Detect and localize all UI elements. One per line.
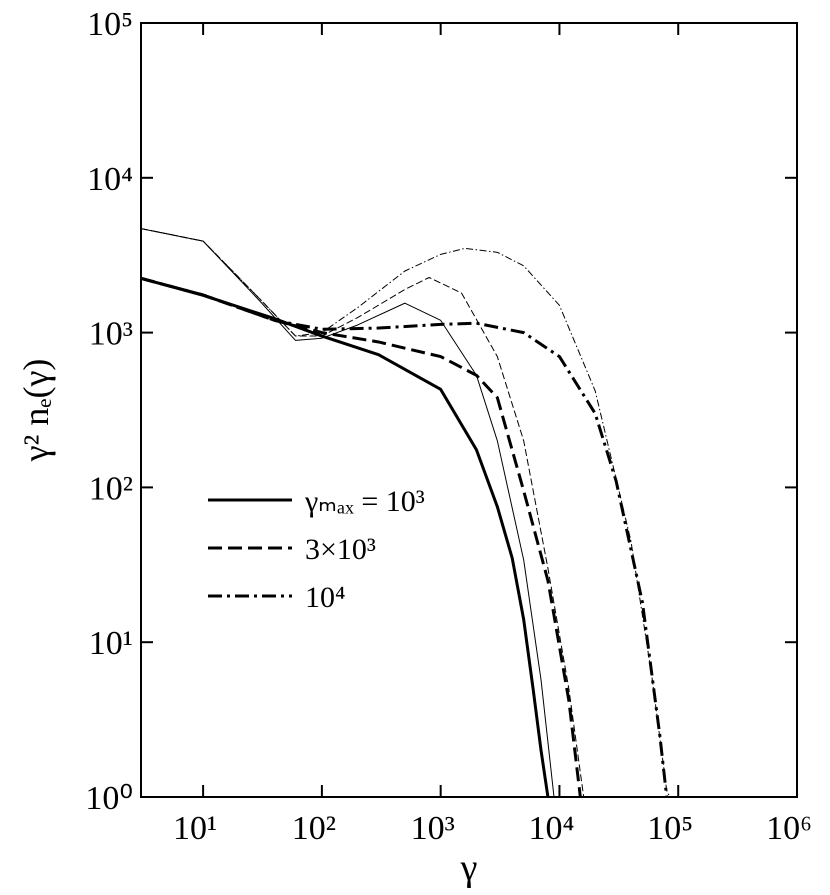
legend-label: γₘₐₓ = 10³ bbox=[304, 485, 425, 518]
x-tick-label: 10³ bbox=[411, 810, 455, 847]
y-tick-label: 10⁴ bbox=[87, 161, 133, 198]
x-tick-label: 10⁴ bbox=[529, 810, 575, 847]
y-tick-label: 10² bbox=[89, 470, 133, 507]
x-tick-label: 10⁶ bbox=[766, 810, 812, 847]
y-tick-label: 10¹ bbox=[89, 625, 133, 662]
x-tick-label: 10⁵ bbox=[647, 810, 693, 847]
series-line bbox=[141, 228, 555, 797]
plot-frame bbox=[140, 22, 798, 798]
x-tick-label: 10¹ bbox=[173, 810, 217, 847]
legend-label: 10⁴ bbox=[305, 581, 345, 614]
x-tick-label: 10² bbox=[292, 810, 336, 847]
y-axis-label: γ² nₑ(γ) bbox=[16, 359, 56, 463]
series-line bbox=[141, 276, 550, 797]
plot-area bbox=[141, 228, 671, 797]
series-line bbox=[141, 228, 671, 797]
legend-label: 3×10³ bbox=[305, 533, 376, 566]
y-tick-label: 10⁰ bbox=[85, 780, 133, 817]
series-line bbox=[141, 276, 669, 797]
x-axis-label: γ bbox=[460, 847, 478, 889]
y-tick-label: 10³ bbox=[89, 316, 133, 353]
y-tick-label: 10⁵ bbox=[87, 6, 133, 43]
